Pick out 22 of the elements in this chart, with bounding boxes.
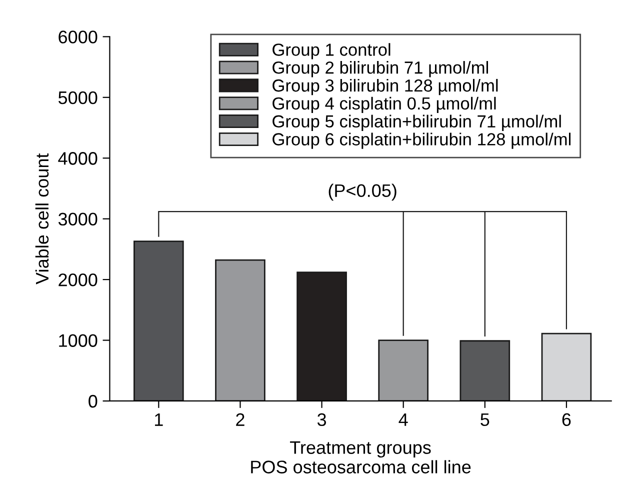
y-tick-label: 4000 <box>58 152 98 165</box>
x-tick-label: 2 <box>236 413 244 426</box>
y-tick-label: 5000 <box>58 91 98 104</box>
y-tick-label: 2000 <box>58 273 98 286</box>
x-tick-label: 5 <box>480 413 490 426</box>
legend-label: Group 4 cisplatin 0.5 µmol/ml <box>272 96 496 114</box>
x-tick-label: 1 <box>155 413 163 426</box>
x-axis-title: Treatment groups POS osteosarcoma cell line <box>251 441 471 474</box>
legend-label: Group 5 cisplatin+bilirubin 71 µmol/ml <box>272 114 561 131</box>
y-tick-label: 3000 <box>58 212 98 226</box>
legend-label: Group 6 cisplatin+bilirubin 128 µmol/ml <box>272 132 571 149</box>
legend-label: Group 2 bilirubin 71 µmol/ml <box>272 61 488 78</box>
y-tick-label: 6000 <box>58 30 98 44</box>
legend-label: Group 3 bilirubin 128 µmol/ml <box>272 78 498 96</box>
y-tick-label: 1000 <box>59 334 98 347</box>
x-tick-label: 6 <box>562 413 571 426</box>
legend-label: Group 1 control <box>272 43 390 60</box>
x-tick-label: 3 <box>317 413 326 426</box>
annotation: (P<0.05) <box>328 184 396 201</box>
y-tick-label: 0 <box>88 394 98 408</box>
y-axis-title: Viable cell count <box>35 153 49 284</box>
x-tick-label: 4 <box>398 413 408 426</box>
